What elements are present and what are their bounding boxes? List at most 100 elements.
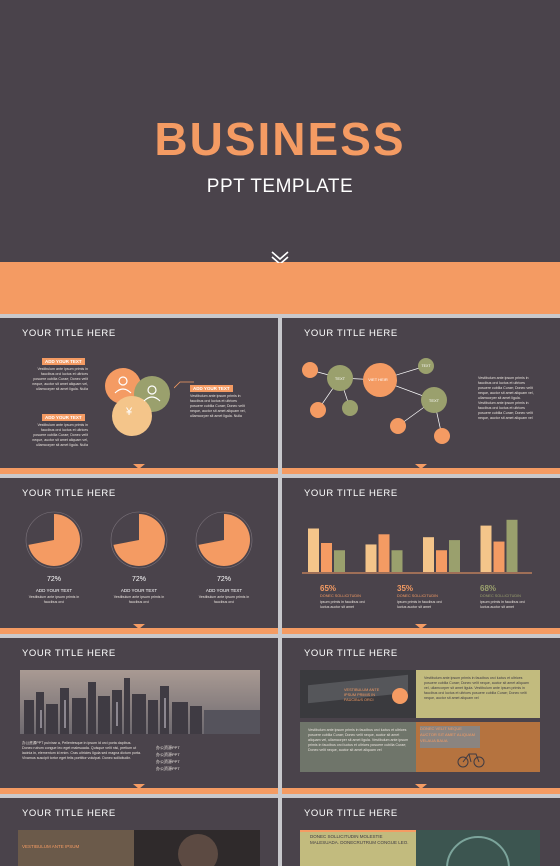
body-text: Vestibulum ante ipsum primis in faucibus… bbox=[308, 728, 409, 752]
bar bbox=[506, 519, 518, 572]
title-slide[interactable] bbox=[0, 0, 560, 250]
body-text: Vestibulum ante ipsum primis in faucibus… bbox=[190, 394, 246, 418]
bullet-item: 办公资源PPT bbox=[156, 766, 180, 771]
stat-value: 65% bbox=[320, 584, 337, 593]
slide-footer-notch bbox=[133, 624, 145, 629]
photo-caption: VESTIBULUM ANTE IPSUM PRIMIS IN FAUCIBUS… bbox=[344, 688, 380, 702]
slide-thumbnail-5[interactable]: YOUR TITLE HERE 办公资源PPT pulvinar a, Pell… bbox=[0, 638, 278, 794]
photo-headline: VESTIBULUM ANTE IPSUM bbox=[22, 844, 80, 849]
body-text: Vestibulum ante ipsum primis in faucibus… bbox=[478, 376, 534, 420]
bubble-label: TEXT bbox=[428, 398, 440, 403]
portrait-photo bbox=[134, 830, 260, 866]
slide-thumbnail-4[interactable]: YOUR TITLE HERE 65% 35% 68% DONEC SOLLIC… bbox=[282, 478, 560, 634]
bar bbox=[334, 550, 345, 572]
laptop-photo bbox=[300, 670, 416, 718]
venn-circle-yellow bbox=[112, 396, 152, 436]
stat-value: 68% bbox=[480, 584, 497, 593]
slide-footer-bar bbox=[0, 468, 278, 474]
slide-title: YOUR TITLE HERE bbox=[22, 648, 116, 659]
slide-title: YOUR TITLE HERE bbox=[22, 808, 116, 819]
slide-footer-bar bbox=[0, 788, 278, 794]
slide-footer-bar bbox=[0, 628, 278, 634]
city-skyline-photo bbox=[20, 670, 260, 734]
slide-thumbnail-3[interactable]: YOUR TITLE HERE 72% 72% 72% ADD YOUR TEX… bbox=[0, 478, 278, 634]
slide-title: YOUR TITLE HERE bbox=[304, 328, 398, 339]
bullet-list: 办公资源PPT 办公资源PPT 办公资源PPT 办公资源PPT bbox=[156, 744, 180, 772]
slide-thumbnail-7[interactable]: YOUR TITLE HERE VESTIBULUM ANTE IPSUM bbox=[0, 798, 278, 866]
bullet-item: 办公资源PPT bbox=[156, 759, 180, 764]
slide-footer-notch bbox=[415, 624, 427, 629]
bar bbox=[365, 544, 377, 572]
slide-title: YOUR TITLE HERE bbox=[22, 488, 116, 499]
pie-slice bbox=[113, 514, 165, 566]
pie-percent: 72% bbox=[131, 576, 146, 583]
pie-slice bbox=[198, 514, 250, 566]
add-text-tag: ADD YOUR TEXT bbox=[190, 385, 233, 392]
stat-value: 35% bbox=[397, 584, 414, 593]
bar bbox=[449, 540, 460, 572]
slide-footer-notch bbox=[415, 464, 427, 469]
stat-label: DONEC SOLLICITUDIN bbox=[480, 594, 521, 598]
pie-label: ADD YOUR TEXT bbox=[205, 588, 243, 593]
hand-icon bbox=[392, 688, 408, 704]
slide-footer-bar bbox=[282, 788, 560, 794]
body-text: Vestibulum ante ipsum primis in faucibus… bbox=[424, 676, 529, 700]
title-slide-gap bbox=[0, 250, 560, 262]
dome-photo bbox=[416, 830, 540, 866]
slide-footer-bar bbox=[282, 468, 560, 474]
slide-thumbnail-1[interactable]: YOUR TITLE HERE ADD YOUR TEXT Vestibulum… bbox=[0, 318, 278, 474]
slide-title: YOUR TITLE HERE bbox=[304, 648, 398, 659]
brick-wall-photo: DONEC VELIT NEQUE AUCTOR SIT AMET ALIQUA… bbox=[416, 722, 540, 772]
headline-block: DONEC SOLLICITUDIN MOLESTIE MALESUADA. D… bbox=[300, 830, 416, 866]
office-photo: VESTIBULUM ANTE IPSUM bbox=[18, 830, 134, 866]
block-headline: DONEC SOLLICITUDIN MOLESTIE MALESUADA. D… bbox=[310, 834, 409, 845]
yen-icon: ¥ bbox=[126, 406, 133, 418]
stat-desc: ipsum primis in faucibus orci luctus auc… bbox=[320, 600, 366, 609]
pie-label: ADD YOUR TEXT bbox=[120, 588, 158, 593]
caption-text: 办公资源PPT pulvinar a, Pellentesque in ipsu… bbox=[22, 741, 142, 760]
top-text-block: Vestibulum ante ipsum primis in faucibus… bbox=[416, 670, 540, 718]
bar bbox=[391, 550, 403, 572]
bar bbox=[480, 525, 492, 572]
pie-desc: Vestibulum ante ipsum primis in faucibus… bbox=[198, 595, 250, 604]
pie-percent: 72% bbox=[46, 576, 61, 583]
venn-diagram bbox=[105, 368, 170, 436]
bar bbox=[436, 550, 447, 572]
stat-label: DONEC SOLLICITUDIN bbox=[320, 594, 361, 598]
pie-ring bbox=[195, 511, 253, 569]
bar bbox=[423, 537, 434, 572]
slide-thumbnail-6[interactable]: YOUR TITLE HERE VESTIBULUM ANTE IPSUM PR… bbox=[282, 638, 560, 794]
bubble-label: TEXT bbox=[421, 364, 431, 368]
chevron-down-icon bbox=[271, 251, 289, 270]
bicycle-icon bbox=[457, 753, 485, 768]
slide-footer-bar bbox=[282, 628, 560, 634]
stat-desc: ipsum primis in faucibus orci luctus auc… bbox=[480, 600, 526, 609]
stat-label: DONEC SOLLICITUDIN bbox=[397, 594, 438, 598]
slide-title: YOUR TITLE HERE bbox=[22, 328, 116, 339]
bubble-label-center: VIET HEIR bbox=[368, 377, 388, 382]
bar-chart bbox=[302, 519, 532, 574]
connector-line bbox=[174, 381, 194, 389]
pie-desc: Vestibulum ante ipsum primis in faucibus… bbox=[28, 595, 80, 604]
slide-title: YOUR TITLE HERE bbox=[304, 488, 398, 499]
pie-charts bbox=[25, 511, 253, 569]
body-text: Vestibulum ante ipsum primis in faucibus… bbox=[32, 423, 88, 447]
stat-desc: ipsum primis in faucibus orci luctus auc… bbox=[397, 600, 443, 609]
bar bbox=[308, 528, 319, 572]
pie-slice bbox=[28, 514, 81, 566]
slide-footer-notch bbox=[415, 784, 427, 789]
add-text-tag: ADD YOUR TEXT bbox=[42, 414, 85, 421]
add-text-tag: ADD YOUR TEXT bbox=[42, 358, 85, 365]
body-text: Vestibulum ante ipsum primis in faucibus… bbox=[32, 367, 88, 391]
pie-ring bbox=[110, 511, 168, 569]
pie-desc: Vestibulum ante ipsum primis in faucibus… bbox=[113, 595, 165, 604]
bar bbox=[378, 534, 390, 572]
slide-thumbnail-2[interactable]: YOUR TITLE HERE VIET HEIR TEXT TEXT TEXT… bbox=[282, 318, 560, 474]
hero-title: BUSINESS bbox=[154, 113, 406, 165]
slide-footer-notch bbox=[133, 784, 145, 789]
title-slide-band bbox=[0, 262, 560, 314]
bar bbox=[321, 543, 332, 572]
bottom-text-block: Vestibulum ante ipsum primis in faucibus… bbox=[300, 722, 416, 772]
bubble-label: TEXT bbox=[334, 376, 346, 381]
slide-thumbnail-8[interactable]: YOUR TITLE HERE DONEC SOLLICITUDIN MOLES… bbox=[282, 798, 560, 866]
